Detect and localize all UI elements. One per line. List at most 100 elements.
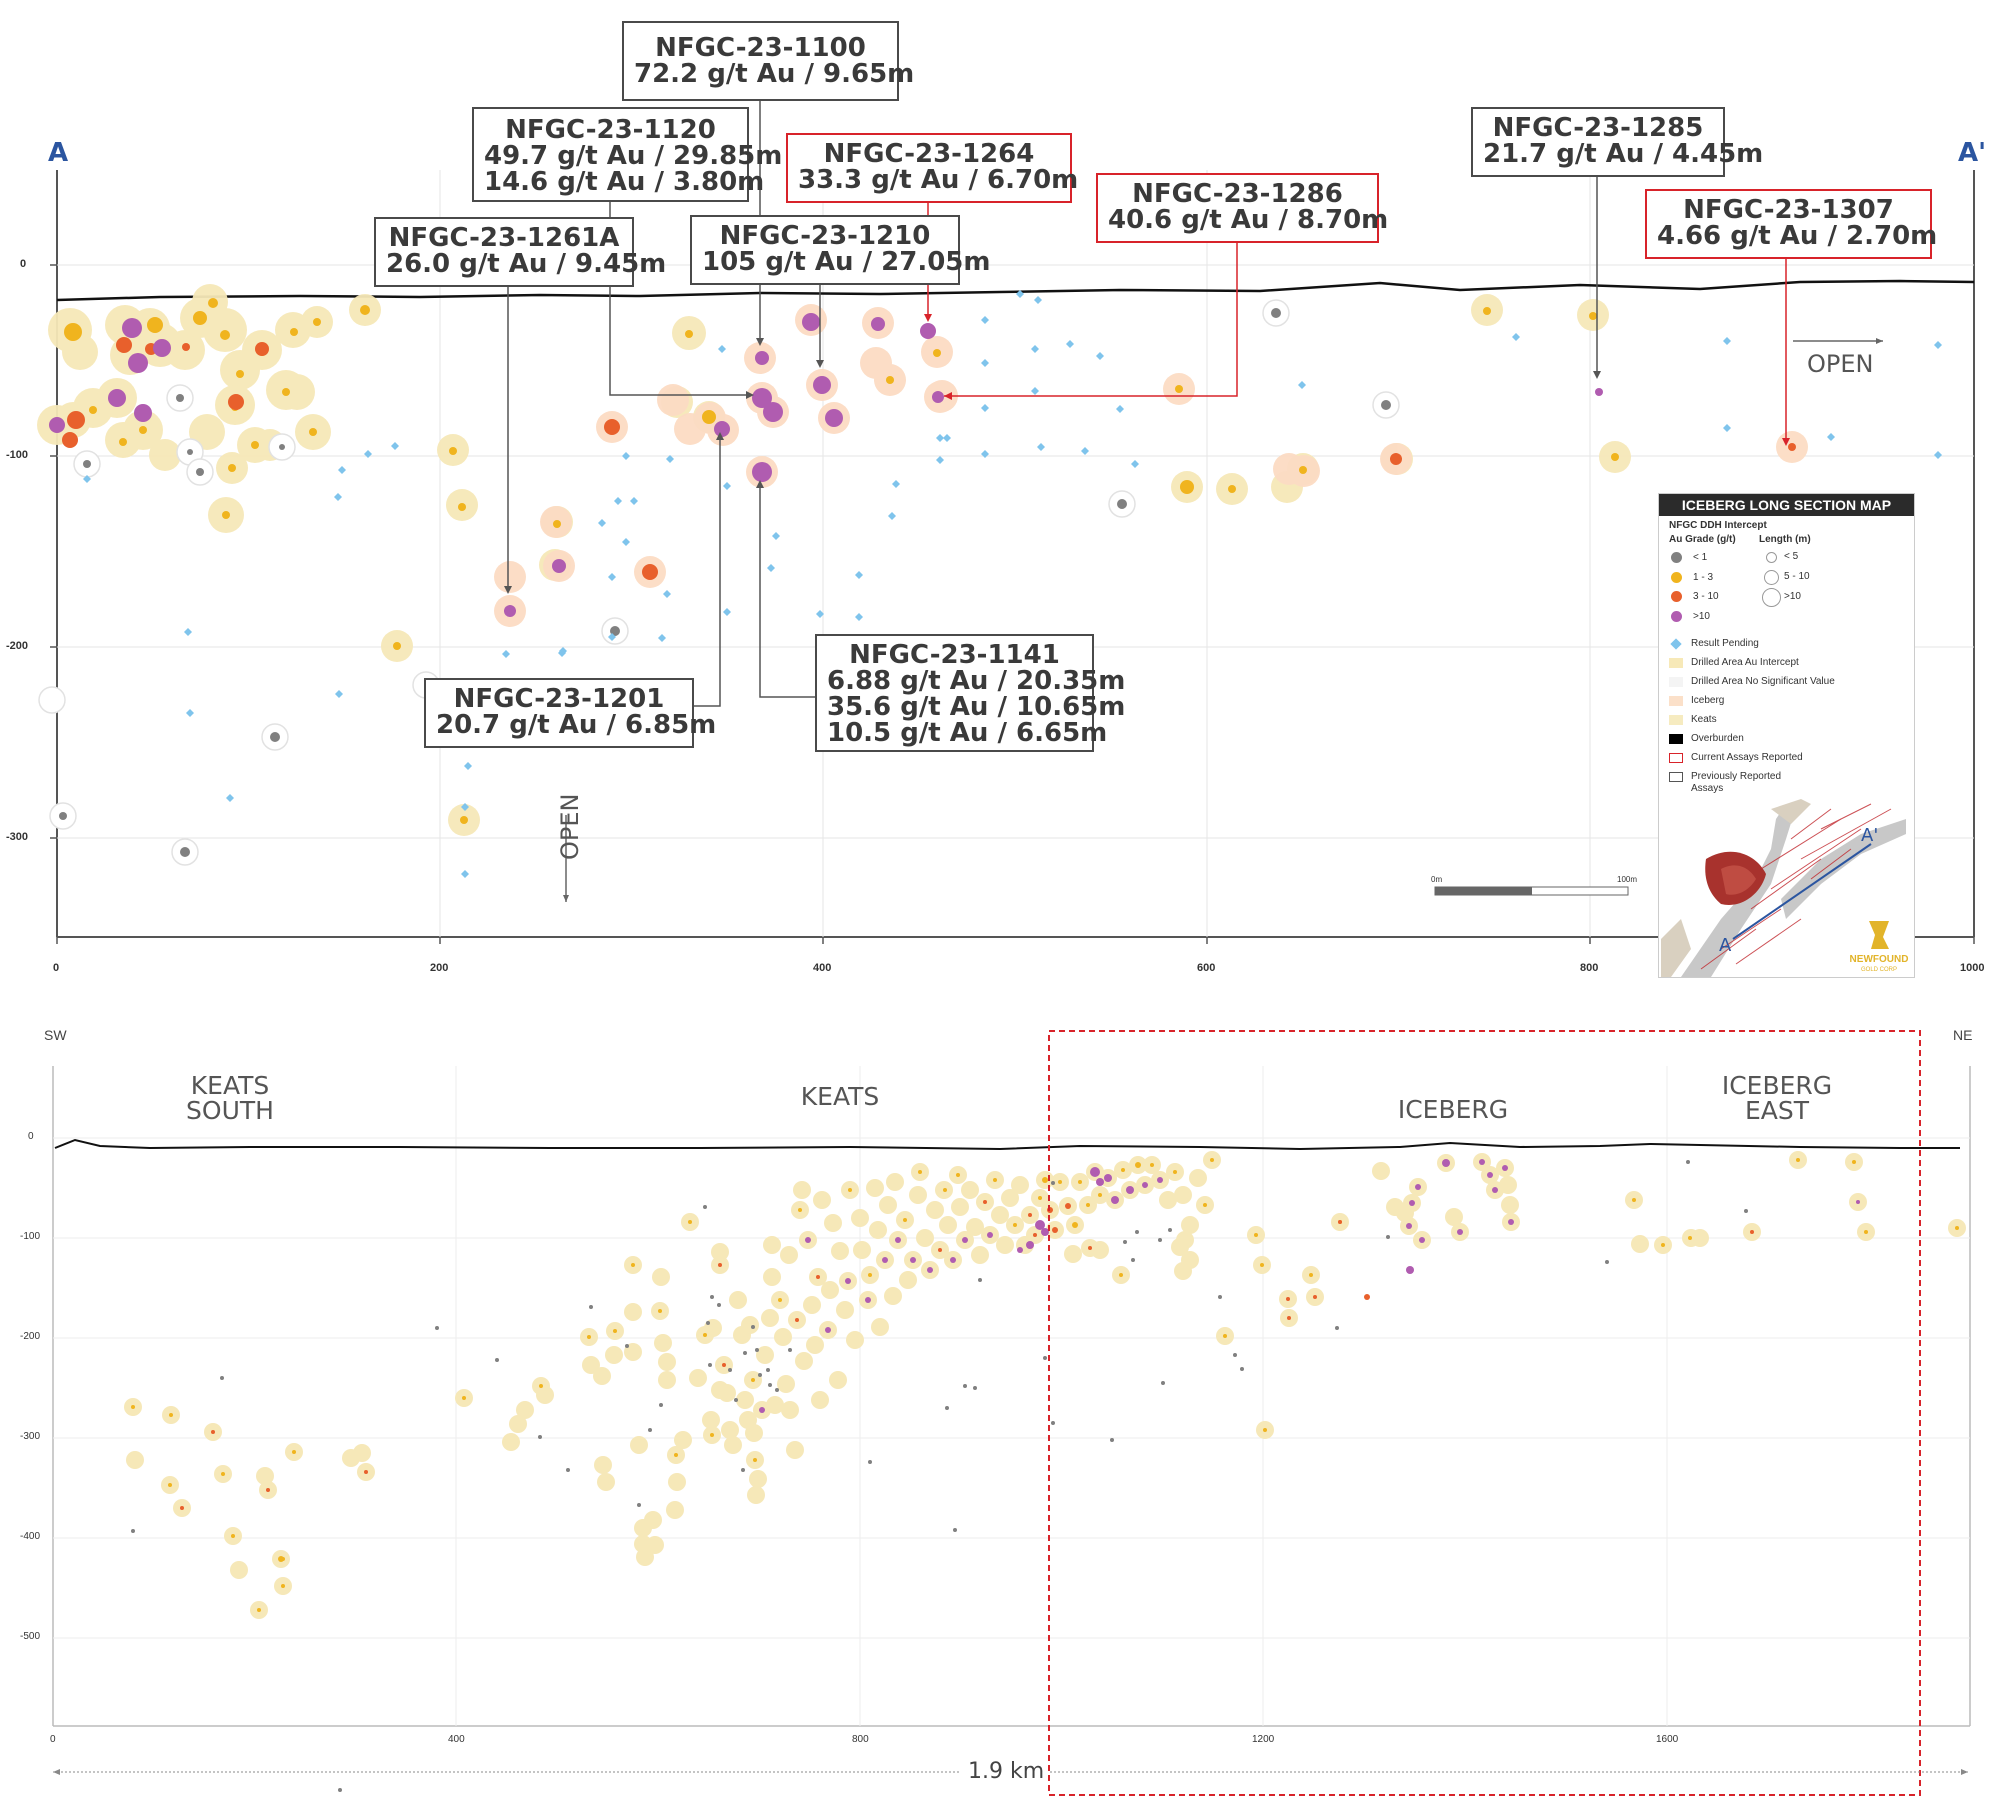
legend-length-label: < 5 [1784,551,1799,562]
callout-line: 21.7 g/t Au / 4.45m [1483,139,1764,169]
bottom-x-tick-0: 0 [50,1734,56,1745]
legend-item-label: Drilled Area No Significant Value [1691,676,1835,687]
callout-line: 35.6 g/t Au / 10.65m [827,692,1126,722]
callout-hole: NFGC-23-1285 [1492,113,1704,143]
section-length-label: 1.9 km [968,1759,1045,1784]
callout-line: 33.3 g/t Au / 6.70m [798,165,1079,195]
callout-nfgc-23-1264: NFGC-23-1264 33.3 g/t Au / 6.70m [786,133,1079,203]
length-swatch-large [1762,588,1781,607]
legend-grade-header: Au Grade (g/t) [1669,534,1736,545]
callout-nfgc-23-1261a: NFGC-23-1261A 26.0 g/t Au / 9.45m [374,217,666,287]
sw-label: SW [44,1027,67,1043]
top-x-tick-200: 200 [430,962,449,974]
previous-assays-swatch [1669,772,1683,782]
bottom-overburden-line [54,1138,1960,1151]
legend-grade-label: 3 - 10 [1693,591,1719,602]
callout-line: 10.5 g/t Au / 6.65m [827,718,1108,748]
logo-subtitle: GOLD CORP [1861,967,1897,973]
legend-grade-label: >10 [1693,611,1710,622]
top-purple-dots [49,313,1603,617]
zone-keats-south: KEATS SOUTH [186,1071,274,1125]
top-y-tick-300: -300 [6,831,29,843]
bottom-y-tick-400: -400 [20,1531,41,1542]
bottom-grid [53,1066,1970,1726]
grade-swatch-3-10 [1671,591,1682,602]
current-assays-swatch [1669,753,1683,763]
callout-line: 72.2 g/t Au / 9.65m [634,59,915,89]
legend-item-label: Overburden [1691,733,1744,744]
pending-swatch [1670,638,1682,650]
callout-hole: NFGC-23-1100 [655,33,866,63]
legend-grade-label: 1 - 3 [1693,572,1714,583]
bottom-x-tick-1600: 1600 [1656,1734,1679,1745]
drilled-nsv-swatch [1669,677,1683,687]
zone-iceberg: ICEBERG [1397,1095,1509,1124]
callout-nfgc-23-1285: NFGC-23-1285 21.7 g/t Au / 4.45m [1471,107,1764,177]
bottom-x-tick-400: 400 [448,1734,465,1745]
top-section [37,98,1975,944]
endpoint-a-prime-label: A' [1958,138,1987,168]
legend-item-label: Drilled Area Au Intercept [1691,657,1799,668]
scale-start-label: 0m [1431,875,1443,884]
callout-nfgc-23-1307: NFGC-23-1307 4.66 g/t Au / 2.70m [1645,189,1938,259]
legend-item-label: Result Pending [1691,638,1759,649]
grade-swatch-1-3 [1671,572,1682,583]
top-drill-halos [37,284,1631,836]
current-arrowheads [924,314,1790,446]
keats-swatch [1669,715,1683,725]
callout-line: 14.6 g/t Au / 3.80m [484,167,765,197]
callout-nfgc-23-1141: NFGC-23-1141 6.88 g/t Au / 20.35m 35.6 g… [815,634,1126,752]
ne-label: NE [1953,1027,1973,1043]
bottom-grey-dots [131,1160,1748,1792]
callout-line: 105 g/t Au / 27.05m [702,247,991,277]
iceberg-target-box [1048,1030,1921,1796]
callout-hole: NFGC-23-1141 [849,640,1060,670]
callout-hole: NFGC-23-1261A [388,223,620,253]
top-x-tick-800: 800 [1580,962,1599,974]
drilled-au-swatch [1669,658,1683,668]
bottom-orange-dots [180,1200,1754,1510]
open-right-label: OPEN [1807,350,1874,378]
legend-item-label: Iceberg [1691,695,1725,706]
zone-iceberg-east: ICEBERG EAST [1721,1071,1833,1125]
bottom-y-tick-0: 0 [28,1131,34,1142]
logo-wordmark: NEWFOUND [1850,954,1909,965]
bottom-y-tick-100: -100 [20,1231,41,1242]
legend-length-header: Length (m) [1759,534,1811,545]
top-orange-dots [62,337,1796,580]
grade-swatch-lt1 [1671,552,1682,563]
bottom-y-tick-200: -200 [20,1331,41,1342]
top-x-tick-1000: 1000 [1960,962,1985,974]
scale-end-label: 100m [1617,875,1638,884]
open-down-label: OPEN [556,793,584,860]
callout-line: 20.7 g/t Au / 6.85m [436,710,717,740]
inset-a-label: A [1719,935,1732,956]
bottom-y-tick-500: -500 [20,1631,41,1642]
callout-line: 40.6 g/t Au / 8.70m [1108,205,1389,235]
legend-length-label: 5 - 10 [1784,571,1810,582]
iceberg-swatch [1669,696,1683,706]
callout-nfgc-23-1286: NFGC-23-1286 40.6 g/t Au / 8.70m [1096,173,1389,243]
callout-hole: NFGC-23-1307 [1683,195,1894,225]
bottom-x-tick-800: 800 [852,1734,869,1745]
callout-hole: NFGC-23-1286 [1132,179,1343,209]
legend-item-label: Previously Reported Assays [1691,771,1782,794]
callout-line: 4.66 g/t Au / 2.70m [1657,221,1938,251]
legend-length-label: >10 [1784,591,1801,602]
grade-swatch-gt10 [1671,611,1682,622]
legend-subtitle: NFGC DDH Intercept [1669,520,1767,531]
inset-a-prime-label: A' [1861,825,1878,846]
bottom-purple-dots [759,1159,1860,1413]
top-x-tick-0: 0 [53,962,60,974]
bottom-yellow-dots [131,1158,1959,1612]
bottom-section [52,1030,1971,1796]
endpoint-a-label: A [48,138,69,168]
callout-line: 49.7 g/t Au / 29.85m [484,141,783,171]
legend-title: ICEBERG LONG SECTION MAP [1659,494,1914,516]
callout-hole: NFGC-23-1210 [719,221,931,251]
callout-nfgc-23-1100: NFGC-23-1100 72.2 g/t Au / 9.65m [622,21,915,101]
top-pending-diamonds [83,290,1942,878]
bottom-halos [124,1151,1966,1619]
overburden-swatch [1669,734,1683,744]
